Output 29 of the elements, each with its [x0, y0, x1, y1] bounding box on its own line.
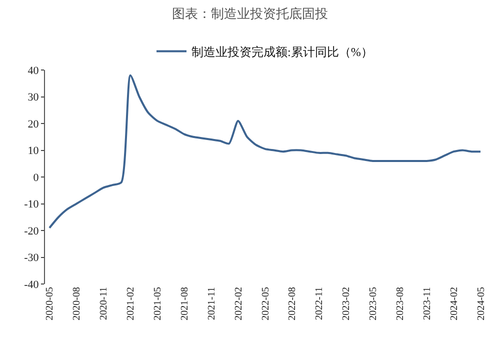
x-tick-label: 2023-11: [422, 287, 433, 320]
x-tick-label: 2022-05: [260, 287, 272, 320]
x-tick-label: 2023-05: [368, 287, 380, 320]
legend-label: 制造业投资完成额:累计同比（%）: [192, 44, 373, 59]
y-tick-label: 20: [28, 118, 40, 130]
y-tick-label: 10: [28, 145, 40, 158]
y-tick-label: 30: [28, 92, 40, 104]
x-tick-label: 2021-08: [179, 287, 190, 320]
x-tick-label: 2024-02: [448, 287, 460, 320]
y-tick-label: -10: [24, 198, 40, 211]
x-tick-label: 2020-05: [44, 287, 56, 320]
x-tick-label: 2024-05: [476, 287, 487, 320]
y-tick-label: -30: [24, 252, 40, 264]
x-tick-label: 2021-02: [126, 287, 137, 320]
y-tick-label: -40: [24, 278, 40, 291]
x-tick-label: 2022-02: [233, 287, 244, 320]
x-tick-label: 2023-02: [341, 287, 352, 320]
y-tick-label: 40: [28, 64, 40, 77]
x-tick-label: 2021-05: [152, 287, 164, 320]
x-tick-label: 2022-08: [287, 287, 298, 320]
line-series: [48, 74, 482, 229]
x-tick-label: 2020-08: [72, 287, 83, 320]
y-tick-label: 0: [33, 172, 40, 184]
x-tick-label: 2020-11: [98, 287, 110, 320]
chart-title: 图表：制造业投资托底固投: [172, 6, 328, 21]
x-tick-label: 2022-11: [314, 287, 326, 320]
x-tick-label: 2023-08: [394, 287, 406, 320]
y-tick-label: -20: [24, 225, 40, 238]
x-tick-label: 2021-11: [206, 287, 218, 320]
